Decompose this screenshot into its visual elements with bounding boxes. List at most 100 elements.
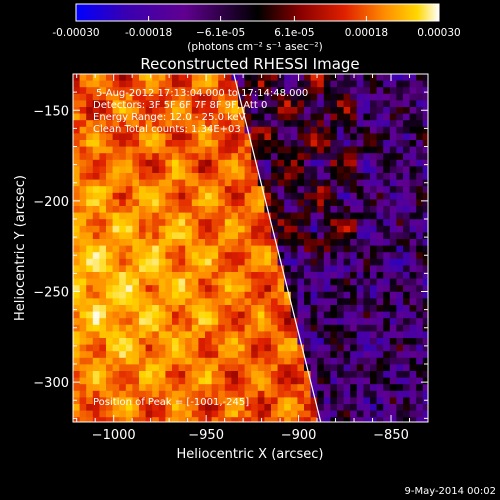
heatmap-cell bbox=[416, 364, 424, 372]
heatmap-cell bbox=[99, 410, 107, 418]
heatmap-cell bbox=[310, 179, 318, 187]
heatmap-cell bbox=[297, 212, 305, 220]
heatmap-cell bbox=[376, 252, 384, 260]
heatmap-cell bbox=[178, 410, 186, 418]
heatmap-cell bbox=[271, 377, 278, 385]
heatmap-cell bbox=[257, 87, 265, 95]
colorbar-unit-label: (photons cm⁻² s⁻¹ asec⁻²) bbox=[187, 41, 322, 53]
heatmap-cell bbox=[238, 87, 245, 95]
heatmap-cell bbox=[330, 140, 338, 147]
heatmap-cell bbox=[139, 219, 146, 227]
heatmap-cell bbox=[416, 404, 424, 411]
heatmap-cell bbox=[370, 278, 377, 286]
heatmap-cell bbox=[211, 239, 219, 246]
heatmap-cell bbox=[73, 324, 80, 332]
heatmap-cell bbox=[231, 285, 239, 293]
heatmap-cell bbox=[185, 417, 193, 422]
heatmap-cell bbox=[271, 351, 278, 359]
heatmap-cell bbox=[191, 133, 199, 141]
heatmap-cell bbox=[290, 153, 298, 161]
heatmap-cell bbox=[343, 153, 351, 161]
heatmap-cell bbox=[277, 331, 285, 339]
heatmap-cell bbox=[158, 153, 166, 161]
heatmap-cell bbox=[317, 212, 325, 220]
heatmap-cell bbox=[112, 410, 120, 418]
heatmap-cell bbox=[205, 351, 212, 359]
heatmap-cell bbox=[330, 173, 338, 180]
heatmap-cell bbox=[185, 331, 193, 339]
heatmap-cell bbox=[185, 384, 193, 392]
heatmap-cell bbox=[218, 258, 226, 266]
heatmap-cell bbox=[165, 159, 173, 167]
heatmap-cell bbox=[403, 357, 410, 365]
heatmap-cell bbox=[284, 384, 292, 392]
heatmap-cell bbox=[416, 338, 424, 345]
heatmap-cell bbox=[132, 113, 140, 121]
heatmap-cell bbox=[389, 291, 397, 299]
heatmap-cell bbox=[370, 239, 377, 246]
heatmap-cell bbox=[383, 305, 391, 312]
heatmap-cell bbox=[231, 311, 239, 319]
heatmap-cell bbox=[231, 93, 239, 101]
heatmap-cell bbox=[323, 305, 331, 312]
heatmap-cell bbox=[310, 93, 318, 101]
heatmap-cell bbox=[132, 179, 140, 187]
heatmap-cell bbox=[158, 298, 166, 306]
heatmap-cell bbox=[165, 120, 173, 128]
heatmap-cell bbox=[73, 305, 80, 312]
heatmap-cell bbox=[231, 140, 239, 147]
heatmap-cell bbox=[238, 245, 245, 253]
heatmap-cell bbox=[403, 311, 410, 319]
heatmap-cell bbox=[132, 258, 140, 266]
heatmap-cell bbox=[330, 219, 338, 227]
heatmap-cell bbox=[251, 285, 259, 293]
heatmap-cell bbox=[416, 311, 424, 319]
heatmap-cell bbox=[257, 219, 265, 227]
heatmap-cell bbox=[356, 199, 364, 207]
heatmap-cell bbox=[403, 126, 410, 134]
heatmap-cell bbox=[99, 179, 107, 187]
heatmap-cell bbox=[389, 397, 397, 405]
heatmap-cell bbox=[191, 212, 199, 220]
heatmap-cell bbox=[205, 133, 212, 141]
heatmap-cell bbox=[257, 331, 265, 339]
heatmap-cell bbox=[119, 291, 127, 299]
heatmap-cell bbox=[165, 324, 173, 332]
heatmap-cell bbox=[310, 212, 318, 220]
heatmap-cell bbox=[376, 318, 384, 326]
heatmap-cell bbox=[158, 80, 166, 88]
heatmap-cell bbox=[244, 344, 252, 352]
heatmap-cell bbox=[152, 239, 160, 246]
heatmap-cell bbox=[92, 159, 100, 167]
heatmap-cell bbox=[350, 331, 358, 339]
heatmap-cell bbox=[73, 318, 80, 326]
heatmap-cell bbox=[238, 239, 245, 246]
heatmap-cell bbox=[264, 113, 272, 121]
heatmap-cell bbox=[416, 186, 424, 194]
heatmap-cell bbox=[363, 126, 371, 134]
heatmap-cell bbox=[409, 206, 417, 213]
heatmap-cell bbox=[112, 272, 120, 279]
heatmap-cell bbox=[198, 225, 206, 233]
heatmap-cell bbox=[145, 384, 153, 392]
heatmap-cell bbox=[152, 74, 160, 81]
heatmap-cell bbox=[317, 318, 325, 326]
heatmap-cell bbox=[172, 100, 179, 108]
heatmap-cell bbox=[389, 120, 397, 128]
heatmap-cell bbox=[145, 272, 153, 279]
heatmap-cell bbox=[317, 100, 325, 108]
heatmap-cell bbox=[185, 93, 193, 101]
heatmap-cell bbox=[125, 344, 133, 352]
heatmap-cell bbox=[99, 338, 107, 345]
heatmap-cell bbox=[86, 107, 94, 114]
heatmap-cell bbox=[231, 245, 239, 253]
heatmap-cell bbox=[277, 219, 285, 227]
heatmap-cell bbox=[172, 239, 179, 246]
heatmap-cell bbox=[79, 80, 87, 88]
heatmap-cell bbox=[86, 153, 94, 161]
heatmap-cell bbox=[396, 199, 404, 207]
heatmap-cell bbox=[383, 410, 391, 418]
heatmap-cell bbox=[257, 410, 265, 418]
heatmap-cell bbox=[86, 252, 94, 260]
heatmap-cell bbox=[178, 186, 186, 194]
